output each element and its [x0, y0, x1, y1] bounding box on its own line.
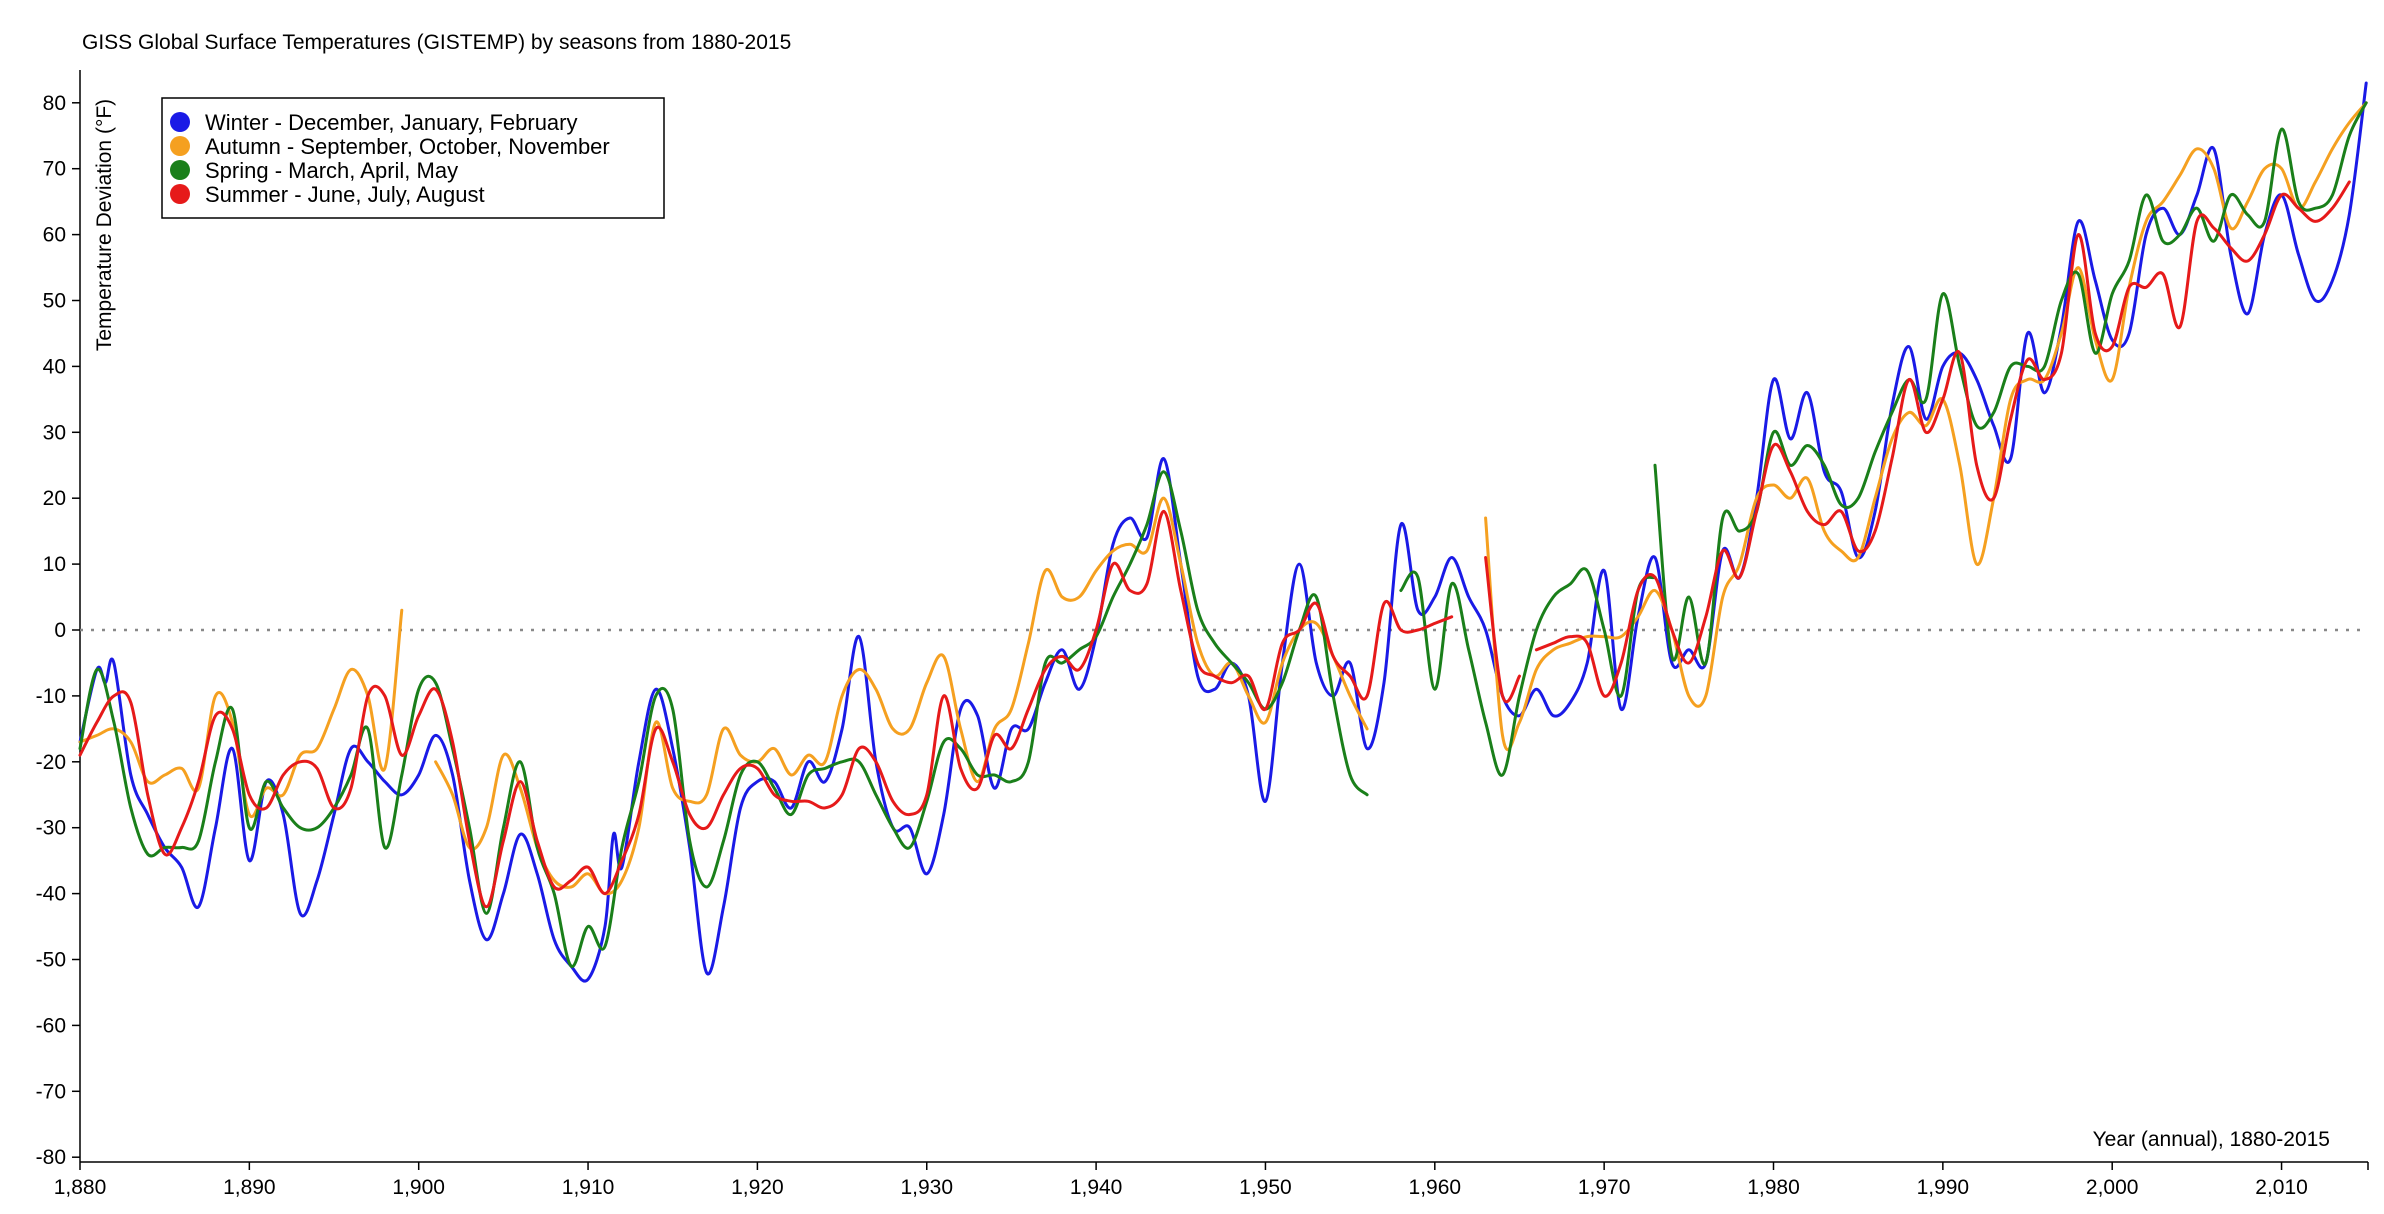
y-tick-label: 40	[43, 355, 66, 378]
series-line	[1484, 101, 2368, 752]
series-line	[78, 470, 1369, 968]
y-axis-label: Temperature Deviation (°F)	[93, 99, 116, 351]
x-tick-label: 1,930	[900, 1176, 953, 1199]
series-line	[434, 496, 1369, 896]
series-line	[1653, 101, 2368, 666]
x-tick-label: 2,010	[2255, 1176, 2308, 1199]
x-tick-label: 2,000	[2086, 1176, 2139, 1199]
y-tick-label: 0	[54, 619, 66, 642]
x-tick-label: 1,920	[731, 1176, 784, 1199]
series-line	[1534, 180, 2351, 698]
y-tick-label: -30	[36, 817, 66, 840]
y-tick-label: -80	[36, 1146, 66, 1169]
y-tick-label: 60	[43, 224, 66, 247]
x-axis: 1,880 1,890 1,900 1,910 1,920 1,930 1,940 1,950…	[54, 1161, 2369, 1199]
legend-marker	[170, 184, 190, 204]
series-2	[78, 101, 2368, 968]
legend-box	[161, 97, 665, 219]
series-line	[78, 509, 1454, 909]
legend-marker	[170, 136, 190, 156]
y-tick-label: 10	[43, 553, 66, 576]
x-tick-label: 1,960	[1409, 1176, 1462, 1199]
y-tick-label: 70	[43, 158, 66, 181]
x-tick-label: 1,940	[1070, 1176, 1123, 1199]
y-tick-label: 80	[43, 92, 66, 115]
legend-label: Winter - December, January, February	[205, 110, 578, 135]
x-tick-label: 1,910	[562, 1176, 615, 1199]
x-tick-label: 1,900	[392, 1176, 445, 1199]
x-tick-label: 1,990	[1917, 1176, 1970, 1199]
y-tick-label: -70	[36, 1080, 66, 1103]
x-axis-label: Year (annual), 1880-2015	[2093, 1128, 2330, 1151]
legend-label: Autumn - September, October, November	[205, 134, 610, 159]
x-tick-label: 1,950	[1239, 1176, 1292, 1199]
legend-label: Summer - June, July, August	[205, 182, 485, 207]
y-tick-label: 50	[43, 290, 66, 313]
x-tick-label: 1,880	[54, 1176, 107, 1199]
y-tick-label: -50	[36, 949, 66, 972]
series-line	[78, 608, 404, 819]
legend-marker	[170, 160, 190, 180]
y-tick-label: -60	[36, 1014, 66, 1037]
y-tick-label: -10	[36, 685, 66, 708]
y-tick-label: 20	[43, 487, 66, 510]
y-axis: -80 -70 -60 -50 -40 -30 -20 -10 0 10 20 30 40 50 60 70 8…	[36, 70, 81, 1169]
series-1	[78, 101, 2368, 896]
y-tick-label: -40	[36, 883, 66, 906]
x-tick-label: 1,980	[1747, 1176, 1800, 1199]
y-tick-label: -20	[36, 751, 66, 774]
x-tick-label: 1,890	[223, 1176, 276, 1199]
series-line	[1484, 556, 1521, 704]
chart-title: GISS Global Surface Temperatures (GISTEM…	[82, 31, 791, 54]
legend: Winter - December, January, FebruaryAutu…	[161, 97, 665, 219]
legend-label: Spring - March, April, May	[205, 158, 458, 183]
series-3	[78, 180, 2351, 909]
legend-marker	[170, 112, 190, 132]
y-tick-label: 30	[43, 421, 66, 444]
series-layer	[78, 81, 2368, 983]
x-tick-label: 1,970	[1578, 1176, 1631, 1199]
